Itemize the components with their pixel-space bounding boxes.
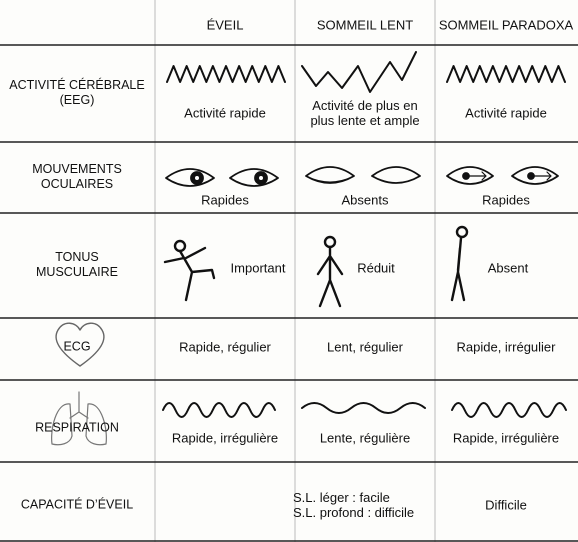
row-lines (0, 44, 578, 542)
text-line: CAPACITÉ D’ÉVEIL (20, 497, 134, 512)
text-line: Difficile (485, 497, 527, 513)
text-line: Activité de plus en (312, 98, 418, 113)
text-line: Rapide, irrégulière (171, 430, 279, 446)
icons (162, 51, 567, 418)
text-line: Réduit (357, 260, 395, 276)
cell-text: ÉVEIL (206, 17, 244, 33)
cell-text: Absent (488, 261, 528, 276)
lungs-icon (51, 391, 107, 446)
text-line: MOUVEMENTS (32, 162, 122, 176)
heart-icon (55, 322, 105, 367)
cell-text: Activité de plus en plus lente et ample (310, 98, 419, 128)
breath-trace (301, 402, 426, 414)
cell-text: Rapide, irrégulier (457, 340, 556, 355)
cell-text: Réduit (357, 261, 395, 276)
cell-text: Activité rapide (465, 106, 547, 121)
eeg-trace (446, 65, 566, 83)
text-line: (EEG) (59, 93, 95, 107)
grid (154, 0, 436, 542)
eeg-trace (166, 65, 286, 83)
text-line: Absents (341, 192, 389, 208)
eye-icons (165, 166, 559, 187)
text-line: Important (230, 260, 286, 276)
text-line: Rapides (201, 192, 249, 208)
eeg-trace (301, 51, 417, 93)
text-line: S.L. profond : difficile (293, 505, 415, 520)
text-line: MUSCULAIRE (36, 265, 118, 279)
cell-text: Important (231, 261, 286, 276)
cell-text: CAPACITÉ D’ÉVEIL (21, 498, 133, 513)
cell-text: Difficile (485, 498, 527, 513)
cell-text: Rapide, irrégulière (172, 431, 278, 446)
cell-text: Absents (342, 193, 389, 208)
text-line: plus lente et ample (310, 113, 420, 128)
text-line: S.L. léger : facile (293, 490, 390, 505)
breath-trace (162, 402, 276, 418)
cell-text: ECG (63, 340, 90, 355)
cell-text: ACTIVITÉ CÉRÉBRALE (EEG) (9, 78, 144, 108)
cell-text: S.L. léger : facile S.L. profond : diffic… (293, 490, 414, 520)
cell-text: Lent, régulier (327, 340, 403, 355)
cell-text: Rapides (201, 193, 249, 208)
cell-text: Rapide, irrégulière (453, 431, 559, 446)
text-line: Lente, régulière (319, 430, 411, 446)
text-line: ECG (63, 339, 91, 354)
text-line: Rapide, irrégulière (452, 430, 560, 446)
text-line: RESPIRATION (35, 420, 119, 435)
cell-text: SOMMEIL LENT (316, 17, 414, 33)
text-line: Rapides (482, 192, 530, 208)
breath-trace (451, 402, 567, 418)
cell-text: Activité rapide (184, 106, 266, 121)
cell-text: Rapide, régulier (179, 340, 271, 355)
text-line: Activité rapide (465, 105, 547, 121)
cell-text: MOUVEMENTS OCULAIRES (32, 162, 122, 192)
cell-text: RESPIRATION (35, 421, 119, 436)
text-line: Rapide, régulier (179, 339, 271, 355)
cell-text: Lente, régulière (320, 431, 410, 446)
cell-text: Rapides (482, 193, 530, 208)
text-line: ACTIVITÉ CÉRÉBRALE (9, 78, 145, 92)
cell-text: SOMMEIL PARADOXA (438, 17, 574, 33)
text-line: OCULAIRES (40, 177, 114, 191)
stick-figures (163, 225, 469, 308)
cell-text: TONUS MUSCULAIRE (36, 250, 118, 280)
text-line: Lent, régulier (327, 339, 403, 355)
text-line: Rapide, irrégulier (456, 339, 556, 355)
text-line: TONUS (55, 250, 99, 264)
text-line: Absent (487, 260, 529, 276)
text-line: Activité rapide (184, 105, 266, 121)
